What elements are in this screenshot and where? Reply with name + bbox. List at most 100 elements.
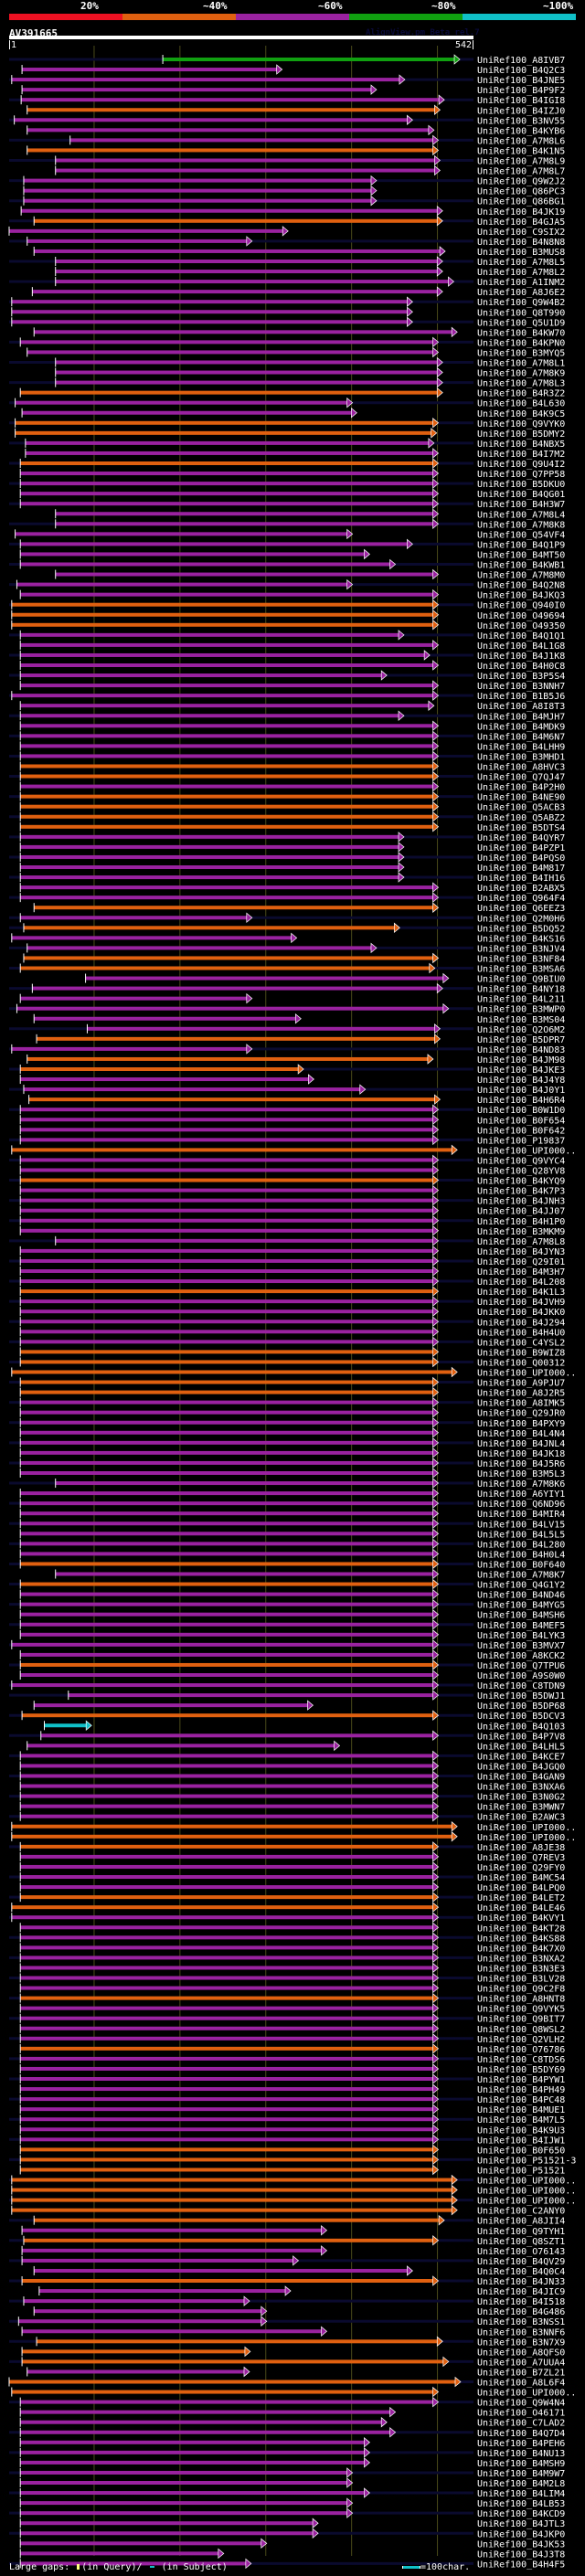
subject-label[interactable]: UniRef100_B4QG01 xyxy=(477,490,565,500)
subject-label[interactable]: UniRef100_B1B5J6 xyxy=(477,692,565,702)
subject-label[interactable]: UniRef100_B4P9F2 xyxy=(477,86,565,96)
subject-label[interactable]: UniRef100_B4KYQ9 xyxy=(477,1177,565,1187)
subject-label[interactable]: UniRef100_B7ZL21 xyxy=(477,2368,565,2378)
subject-label[interactable]: UniRef100_B4MYG5 xyxy=(477,1601,565,1611)
subject-label[interactable]: UniRef100_B3NSS1 xyxy=(477,2317,565,2327)
subject-label[interactable]: UniRef100_UPI000.. xyxy=(477,1833,576,1843)
subject-label[interactable]: UniRef100_B4JVH9 xyxy=(477,1298,565,1308)
subject-label[interactable]: UniRef100_B4IH16 xyxy=(477,874,565,884)
subject-label[interactable]: UniRef100_Q2M0H6 xyxy=(477,914,565,924)
subject-label[interactable]: UniRef100_Q29I01 xyxy=(477,1257,565,1267)
subject-label[interactable]: UniRef100_C8TDS6 xyxy=(477,2055,565,2065)
subject-label[interactable]: UniRef100_B4JK53 xyxy=(477,2539,565,2549)
subject-label[interactable]: UniRef100_B4LPQ0 xyxy=(477,1883,565,1893)
subject-label[interactable]: UniRef100_B0F640 xyxy=(477,1560,565,1570)
subject-label[interactable]: UniRef100_B4M9W7 xyxy=(477,2469,565,2479)
subject-label[interactable]: UniRef100_B3N0G2 xyxy=(477,1793,565,1803)
subject-label[interactable]: UniRef100_A8HNT8 xyxy=(477,1995,565,2005)
subject-label[interactable]: UniRef100_B5DKU0 xyxy=(477,480,565,490)
subject-label[interactable]: UniRef100_A7M8K8 xyxy=(477,520,565,530)
subject-label[interactable]: UniRef100_B4KWB1 xyxy=(477,561,565,571)
subject-label[interactable]: UniRef100_UPI000.. xyxy=(477,2187,576,2197)
subject-label[interactable]: UniRef100_B3N3E3 xyxy=(477,1964,565,1974)
subject-label[interactable]: UniRef100_B4LV15 xyxy=(477,1520,565,1530)
subject-label[interactable]: UniRef100_B4NY18 xyxy=(477,985,565,995)
subject-label[interactable]: UniRef100_B4M3H7 xyxy=(477,1267,565,1277)
subject-label[interactable]: UniRef100_B4KPN0 xyxy=(477,338,565,348)
subject-label[interactable]: UniRef100_Q7REV3 xyxy=(477,1853,565,1863)
subject-label[interactable]: UniRef100_B4PZP1 xyxy=(477,843,565,853)
subject-label[interactable]: UniRef100_A7UUA4 xyxy=(477,2358,565,2368)
subject-label[interactable]: UniRef100_B4GJA5 xyxy=(477,217,565,228)
subject-label[interactable]: UniRef100_A8JE38 xyxy=(477,1843,565,1853)
subject-label[interactable]: UniRef100_UPI000.. xyxy=(477,1369,576,1379)
subject-label[interactable]: UniRef100_Q9W4N4 xyxy=(477,2399,565,2409)
subject-label[interactable]: UniRef100_B4MUE1 xyxy=(477,2105,565,2115)
subject-label[interactable]: UniRef100_B4H6R4 xyxy=(477,1096,565,1106)
subject-label[interactable]: UniRef100_B3P5S4 xyxy=(477,672,565,682)
subject-label[interactable]: UniRef100_B4H4F5 xyxy=(477,2560,565,2570)
subject-label[interactable]: UniRef100_B4JJ07 xyxy=(477,1207,565,1217)
subject-label[interactable]: UniRef100_B4MJH7 xyxy=(477,712,565,722)
subject-label[interactable]: UniRef100_B3MHD1 xyxy=(477,752,565,762)
subject-label[interactable]: UniRef100_B4P7V8 xyxy=(477,1732,565,1742)
subject-label[interactable]: UniRef100_B4KS16 xyxy=(477,934,565,944)
subject-label[interactable]: UniRef100_Q7PP58 xyxy=(477,470,565,480)
subject-label[interactable]: UniRef100_B4JM98 xyxy=(477,1055,565,1065)
subject-label[interactable]: UniRef100_B4JYN3 xyxy=(477,1247,565,1257)
subject-label[interactable]: UniRef100_B4M7L5 xyxy=(477,2115,565,2125)
subject-label[interactable]: UniRef100_Q2O6M2 xyxy=(477,1025,565,1035)
subject-label[interactable]: UniRef100_A7M8L9 xyxy=(477,157,565,167)
subject-label[interactable]: UniRef100_B4LHL5 xyxy=(477,1742,565,1752)
subject-label[interactable]: UniRef100_O76143 xyxy=(477,2247,565,2257)
subject-label[interactable]: UniRef100_Q00312 xyxy=(477,1358,565,1368)
subject-label[interactable]: UniRef100_B5DTS4 xyxy=(477,823,565,833)
subject-label[interactable]: UniRef100_B4PH49 xyxy=(477,2085,565,2095)
subject-label[interactable]: UniRef100_B0F654 xyxy=(477,1116,565,1126)
subject-label[interactable]: UniRef100_B3M5L3 xyxy=(477,1469,565,1479)
subject-label[interactable]: UniRef100_Q9VYK0 xyxy=(477,419,565,429)
subject-label[interactable]: UniRef100_B5DPR7 xyxy=(477,1035,565,1045)
subject-label[interactable]: UniRef100_B3MKM9 xyxy=(477,1227,565,1237)
subject-label[interactable]: UniRef100_B4H3W7 xyxy=(477,500,565,510)
subject-label[interactable]: UniRef100_B4PXY9 xyxy=(477,1419,565,1429)
subject-label[interactable]: UniRef100_B4K7X0 xyxy=(477,1944,565,1954)
subject-label[interactable]: UniRef100_B4LHH9 xyxy=(477,742,565,752)
subject-label[interactable]: UniRef100_A8L6F4 xyxy=(477,2379,565,2389)
subject-label[interactable]: UniRef100_Q964F4 xyxy=(477,894,565,904)
subject-label[interactable]: UniRef100_B3NJV4 xyxy=(477,944,565,954)
subject-label[interactable]: UniRef100_B4J3T8 xyxy=(477,2549,565,2560)
subject-label[interactable]: UniRef100_B4L1G8 xyxy=(477,641,565,652)
subject-label[interactable]: UniRef100_A7M8L5 xyxy=(477,258,565,268)
subject-label[interactable]: UniRef100_B4L280 xyxy=(477,1540,565,1550)
subject-label[interactable]: UniRef100_B4IZJ0 xyxy=(477,106,565,116)
subject-label[interactable]: UniRef100_Q54VF4 xyxy=(477,530,565,540)
subject-label[interactable]: UniRef100_Q9VYC4 xyxy=(477,1156,565,1166)
subject-label[interactable]: UniRef100_B4K9C5 xyxy=(477,409,565,419)
subject-label[interactable]: UniRef100_B3NXA6 xyxy=(477,1783,565,1793)
subject-label[interactable]: UniRef100_A9S0W0 xyxy=(477,1671,565,1681)
subject-label[interactable]: UniRef100_B4L630 xyxy=(477,399,565,409)
subject-label[interactable]: UniRef100_B4PEH6 xyxy=(477,2439,565,2449)
subject-label[interactable]: UniRef100_P51521 xyxy=(477,2166,565,2176)
subject-label[interactable]: UniRef100_B4H0L4 xyxy=(477,1550,565,1560)
subject-label[interactable]: UniRef100_B4KYB6 xyxy=(477,126,565,136)
subject-label[interactable]: UniRef100_B4NU13 xyxy=(477,2449,565,2459)
subject-label[interactable]: UniRef100_Q9W4B2 xyxy=(477,298,565,308)
subject-label[interactable]: UniRef100_B4PQS0 xyxy=(477,853,565,864)
subject-label[interactable]: UniRef100_B4JKE3 xyxy=(477,1065,565,1076)
subject-label[interactable]: UniRef100_B4P2H0 xyxy=(477,783,565,793)
subject-label[interactable]: UniRef100_B4K1N5 xyxy=(477,146,565,156)
subject-label[interactable]: UniRef100_Q9BIU0 xyxy=(477,975,565,985)
subject-label[interactable]: UniRef100_A8QFS0 xyxy=(477,2348,565,2358)
subject-label[interactable]: UniRef100_B4JKK0 xyxy=(477,1308,565,1318)
subject-label[interactable]: UniRef100_B4Q0C4 xyxy=(477,2267,565,2277)
subject-label[interactable]: UniRef100_B2ABX5 xyxy=(477,884,565,894)
subject-label[interactable]: UniRef100_C8TDN9 xyxy=(477,1681,565,1691)
subject-label[interactable]: UniRef100_A1INM2 xyxy=(477,278,565,288)
subject-label[interactable]: UniRef100_B4NE90 xyxy=(477,793,565,803)
subject-label[interactable]: UniRef100_B5DMY2 xyxy=(477,429,565,440)
subject-label[interactable]: UniRef100_Q9W2J2 xyxy=(477,177,565,187)
subject-label[interactable]: UniRef100_Q29JR0 xyxy=(477,1409,565,1419)
subject-label[interactable]: UniRef100_Q6EEZ3 xyxy=(477,904,565,914)
